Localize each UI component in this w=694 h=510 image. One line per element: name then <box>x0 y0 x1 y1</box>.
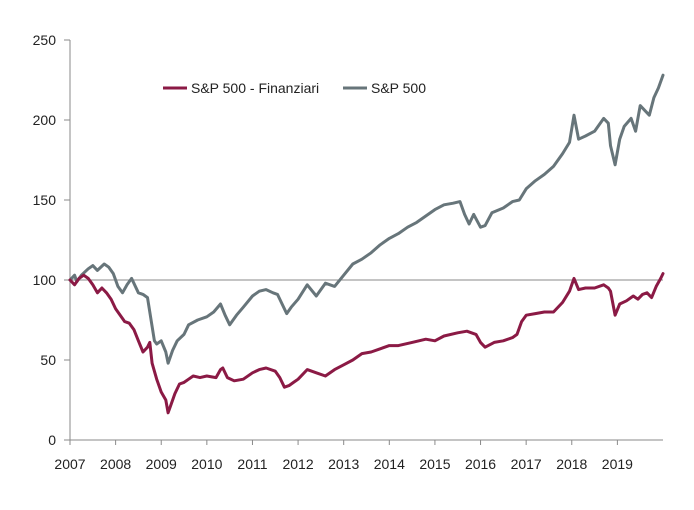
x-tick-label: 2008 <box>100 456 131 472</box>
x-tick-label: 2014 <box>374 456 405 472</box>
legend: S&P 500 - Finanziari S&P 500 <box>163 80 426 96</box>
y-tick-label: 100 <box>33 272 57 288</box>
y-tick-label: 200 <box>33 112 57 128</box>
x-tick-label: 2009 <box>146 456 177 472</box>
x-tick-label: 2016 <box>465 456 496 472</box>
y-tick-label: 250 <box>33 32 57 48</box>
legend-item-financials: S&P 500 - Finanziari <box>163 80 319 96</box>
chart-axes <box>69 40 663 441</box>
x-tick-label: 2017 <box>511 456 542 472</box>
x-tick-label: 2019 <box>602 456 633 472</box>
x-tick-label: 2013 <box>328 456 359 472</box>
legend-label: S&P 500 - Finanziari <box>191 80 319 96</box>
series-line-financials <box>68 272 665 415</box>
legend-label: S&P 500 <box>371 80 426 96</box>
x-tick-label: 2010 <box>191 456 222 472</box>
x-tick-label: 2015 <box>419 456 450 472</box>
x-tick-label: 2018 <box>556 456 587 472</box>
x-tick-label: 2007 <box>54 456 85 472</box>
series-layer <box>68 73 665 415</box>
y-axis-ticks: 0 50 100 150 200 250 <box>33 32 70 448</box>
legend-item-sp500: S&P 500 <box>343 80 426 96</box>
x-tick-label: 2011 <box>237 456 267 472</box>
y-tick-label: 50 <box>40 352 56 368</box>
y-tick-label: 0 <box>48 432 56 448</box>
series-line-sp500 <box>68 73 665 365</box>
x-tick-label: 2012 <box>282 456 313 472</box>
y-tick-label: 150 <box>33 192 57 208</box>
x-axis-ticks: 2007 2008 2009 2010 2011 2012 2013 2014 2015 2016… <box>54 440 633 472</box>
